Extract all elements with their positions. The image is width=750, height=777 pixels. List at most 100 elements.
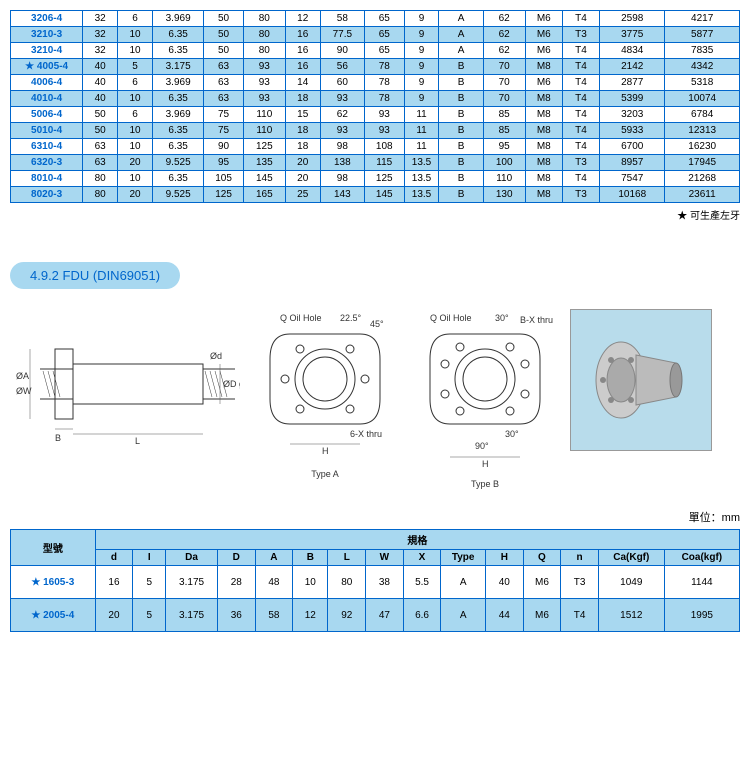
data-cell: T3 — [562, 155, 599, 171]
label-l: L — [135, 436, 140, 446]
data-cell: 12 — [293, 599, 328, 632]
data-cell: 32 — [83, 11, 118, 27]
header-model: 型號 — [11, 530, 96, 566]
data-cell: M8 — [525, 187, 562, 203]
table-2: 型號 規格 dIDaDABLWXTypeHQnCa(Kgf)Coa(kgf) ★… — [10, 529, 740, 632]
data-cell: 63 — [204, 91, 244, 107]
data-cell: 3775 — [600, 27, 665, 43]
table-row: 3210-432106.3550801690659A62M6T448347835 — [11, 43, 740, 59]
data-cell: 85 — [483, 107, 525, 123]
table-row: 3206-43263.96950801258659A62M6T425984217 — [11, 11, 740, 27]
model-cell: 8010-4 — [11, 171, 83, 187]
data-cell: 62 — [483, 27, 525, 43]
data-cell: 36 — [217, 599, 255, 632]
col-header: D — [217, 550, 255, 566]
diagram-side: ØA ØW Ød ØD g6 B L — [10, 309, 240, 451]
data-cell: T4 — [562, 59, 599, 75]
data-cell: 58 — [255, 599, 293, 632]
data-cell: 90 — [204, 139, 244, 155]
col-header: W — [366, 550, 404, 566]
data-cell: 6784 — [665, 107, 740, 123]
data-cell: B — [439, 139, 483, 155]
data-cell: 63 — [83, 155, 118, 171]
data-cell: 145 — [243, 171, 285, 187]
data-cell: 3203 — [600, 107, 665, 123]
data-cell: 20 — [118, 155, 153, 171]
data-cell: 23611 — [665, 187, 740, 203]
table-row: 3210-332106.3550801677.5659A62M6T3377558… — [11, 27, 740, 43]
data-cell: M6 — [523, 566, 561, 599]
data-cell: 13.5 — [404, 155, 439, 171]
data-cell: 3.969 — [153, 75, 204, 91]
model-cell: 4006-4 — [11, 75, 83, 91]
data-cell: 3.969 — [153, 11, 204, 27]
col-header: B — [293, 550, 328, 566]
data-cell: 105 — [204, 171, 244, 187]
data-cell: 60 — [320, 75, 364, 91]
data-cell: 58 — [320, 11, 364, 27]
data-cell: 93 — [320, 123, 364, 139]
data-cell: B — [439, 107, 483, 123]
table-row: 6320-363209.525951352013811513.5B100M8T3… — [11, 155, 740, 171]
data-cell: 80 — [243, 43, 285, 59]
col-header: Coa(kgf) — [664, 550, 739, 566]
col-header: d — [95, 550, 133, 566]
section-header: 4.9.2 FDU (DIN69051) — [10, 262, 180, 289]
data-cell: 56 — [320, 59, 364, 75]
model-cell: 5006-4 — [11, 107, 83, 123]
data-cell: 125 — [364, 171, 404, 187]
data-cell: 63 — [204, 75, 244, 91]
data-cell: T4 — [561, 599, 599, 632]
data-cell: M8 — [525, 123, 562, 139]
data-cell: 5 — [133, 599, 166, 632]
data-cell: 40 — [83, 59, 118, 75]
data-cell: B — [439, 91, 483, 107]
diagram-type-a: Q Oil Hole 22.5° 45° 6-X thru H Type A — [250, 309, 400, 479]
label-30b: 30° — [505, 429, 519, 439]
data-cell: 11 — [404, 139, 439, 155]
data-cell: 20 — [285, 171, 320, 187]
data-cell: 6.35 — [153, 123, 204, 139]
table-row: ★ 4005-44053.17563931656789B70M8T4214243… — [11, 59, 740, 75]
label-45: 45° — [370, 319, 384, 329]
col-header: H — [486, 550, 524, 566]
label-225: 22.5° — [340, 313, 362, 323]
data-cell: 115 — [364, 155, 404, 171]
model-cell: 6320-3 — [11, 155, 83, 171]
data-cell: 3.175 — [166, 566, 218, 599]
data-cell: B — [439, 75, 483, 91]
label-ow: ØW — [16, 386, 32, 396]
data-cell: 6.6 — [403, 599, 441, 632]
type-b-label: Type B — [410, 479, 560, 489]
data-cell: 70 — [483, 59, 525, 75]
data-cell: A — [441, 599, 486, 632]
render-3d — [570, 309, 712, 451]
label-odg6: ØD g6 — [223, 379, 240, 389]
data-cell: 1049 — [598, 566, 664, 599]
data-cell: M8 — [525, 139, 562, 155]
data-cell: 78 — [364, 91, 404, 107]
data-cell: 9 — [404, 59, 439, 75]
data-cell: 8957 — [600, 155, 665, 171]
data-cell: 93 — [320, 91, 364, 107]
data-cell: 32 — [83, 27, 118, 43]
col-header: Type — [441, 550, 486, 566]
data-cell: M6 — [525, 43, 562, 59]
data-cell: 75 — [204, 123, 244, 139]
data-cell: 10 — [118, 91, 153, 107]
data-cell: 10 — [118, 171, 153, 187]
data-cell: 13.5 — [404, 187, 439, 203]
table-1: 3206-43263.96950801258659A62M6T425984217… — [10, 10, 740, 203]
data-cell: 110 — [243, 123, 285, 139]
data-cell: B — [439, 187, 483, 203]
label-6xthru: 6-X thru — [350, 429, 382, 439]
table-row: 5006-45063.9697511015629311B85M8T4320367… — [11, 107, 740, 123]
data-cell: 80 — [83, 171, 118, 187]
model-cell: ★ 1605-3 — [11, 566, 96, 599]
data-cell: 10 — [118, 43, 153, 59]
data-cell: M6 — [525, 11, 562, 27]
data-cell: 3.175 — [166, 599, 218, 632]
label-qoil-a: Q Oil Hole — [280, 313, 322, 323]
data-cell: 11 — [404, 107, 439, 123]
data-cell: 78 — [364, 59, 404, 75]
